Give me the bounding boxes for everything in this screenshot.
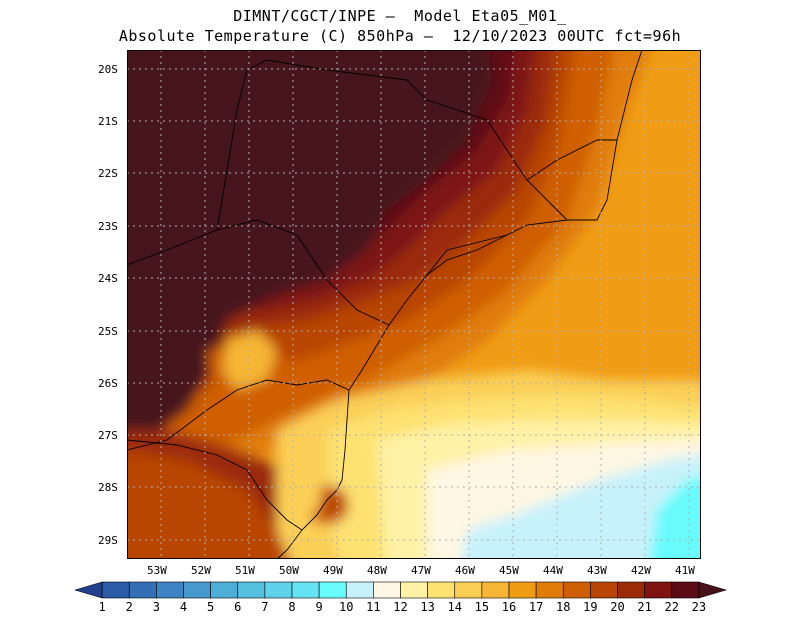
colorbar-segment	[427, 581, 456, 599]
colorbar-label: 15	[474, 600, 490, 614]
state-border-2	[127, 379, 350, 451]
temp-area-19-west	[127, 450, 289, 559]
colorbar-segment	[454, 581, 483, 599]
colorbar-segment	[535, 581, 564, 599]
lat-label-21s: 21S	[98, 115, 118, 128]
state-border-5	[526, 139, 617, 181]
colorbar-segment	[291, 581, 320, 599]
colorbar-segment	[400, 581, 428, 599]
lon-label-48w: 48W	[367, 564, 387, 577]
temp-area-11	[461, 454, 701, 559]
colorbar-label: 22	[664, 600, 679, 614]
figure-title-line2: Absolute Temperature (C) 850hPa – 12/10/…	[118, 27, 682, 45]
colorbar-segment	[128, 581, 157, 599]
colorbar-label: 16	[501, 600, 517, 614]
colorbar-label: 21	[637, 600, 652, 614]
lon-label-52w: 52W	[191, 564, 211, 577]
lon-label-43w: 43W	[587, 564, 607, 577]
colorbar-label: 2	[125, 600, 133, 614]
colorbar-segment	[698, 581, 728, 599]
colorbar-label: 10	[339, 600, 354, 614]
colorbar-label: 18	[556, 600, 571, 614]
state-border-6	[426, 234, 508, 276]
temp-area-10	[650, 476, 701, 559]
colorbar-label: 17	[528, 600, 544, 614]
temp-spot-19	[320, 493, 344, 517]
colorbar-label: 1	[98, 600, 106, 614]
colorbar-segment	[345, 581, 374, 599]
lat-label-22s: 22S	[98, 167, 118, 180]
lat-label-28s: 28S	[98, 481, 118, 494]
state-border-4	[216, 59, 568, 231]
lat-label-20s: 20S	[98, 63, 118, 76]
colorbar-segment	[644, 581, 673, 599]
figure-title-line1: DIMNT/CGCT/INPE – Model Eta05_M01_	[233, 7, 567, 25]
colorbar-label: 4	[179, 600, 188, 614]
colorbar-label: 5	[207, 600, 215, 614]
lon-label-51w: 51W	[235, 564, 255, 577]
lon-label-41w: 41W	[675, 564, 695, 577]
temp-spot-15	[293, 475, 321, 515]
colorbar-label: 20	[610, 600, 625, 614]
colorbar-segment	[183, 581, 211, 599]
lat-label-27s: 27S	[98, 429, 118, 442]
colorbar-segment	[156, 581, 184, 599]
temp-area-23	[127, 50, 492, 445]
lon-label-45w: 45W	[499, 564, 519, 577]
state-border-3	[127, 439, 303, 531]
colorbar-label: 9	[315, 600, 323, 614]
colorbar-segment	[481, 581, 510, 599]
lon-label-53w: 53W	[147, 564, 167, 577]
lon-label-49w: 49W	[323, 564, 343, 577]
colorbar-label: 3	[152, 600, 160, 614]
colorbar-label: 8	[288, 600, 296, 614]
temp-area-16-west	[222, 330, 277, 390]
colorbar-label: 19	[583, 600, 598, 614]
lon-label-50w: 50W	[279, 564, 299, 577]
colorbar-label: 12	[393, 600, 408, 614]
colorbar-segment	[264, 581, 293, 599]
colorbar-label: 13	[420, 600, 435, 614]
lon-label-44w: 44W	[543, 564, 563, 577]
colorbar-label: 11	[366, 600, 381, 614]
lon-label-42w: 42W	[631, 564, 651, 577]
colorbar-segment	[318, 581, 347, 599]
colorbar-segment	[373, 581, 401, 599]
lat-label-26s: 26S	[98, 377, 118, 390]
temperature-map	[127, 50, 701, 559]
lat-label-24s: 24S	[98, 272, 118, 285]
colorbar-segment	[508, 581, 537, 599]
lon-label-46w: 46W	[455, 564, 475, 577]
colorbar-label: 7	[261, 600, 269, 614]
colorbar-segment	[101, 581, 130, 599]
lat-label-29s: 29S	[98, 534, 118, 547]
colorbar-label: 6	[234, 600, 242, 614]
colorbar-segment	[237, 581, 266, 599]
colorbar-segment	[617, 581, 645, 599]
lon-label-47w: 47W	[411, 564, 431, 577]
colorbar-segment	[73, 581, 103, 599]
colorbar-segment	[671, 581, 700, 599]
colorbar-segment	[210, 581, 239, 599]
colorbar-segment	[562, 581, 591, 599]
lat-label-23s: 23S	[98, 220, 118, 233]
state-border-1	[127, 219, 390, 326]
colorbar-label: 23	[691, 600, 707, 614]
lat-label-25s: 25S	[98, 325, 118, 338]
colorbar-segment	[590, 581, 618, 599]
colorbar-label: 14	[447, 600, 462, 614]
